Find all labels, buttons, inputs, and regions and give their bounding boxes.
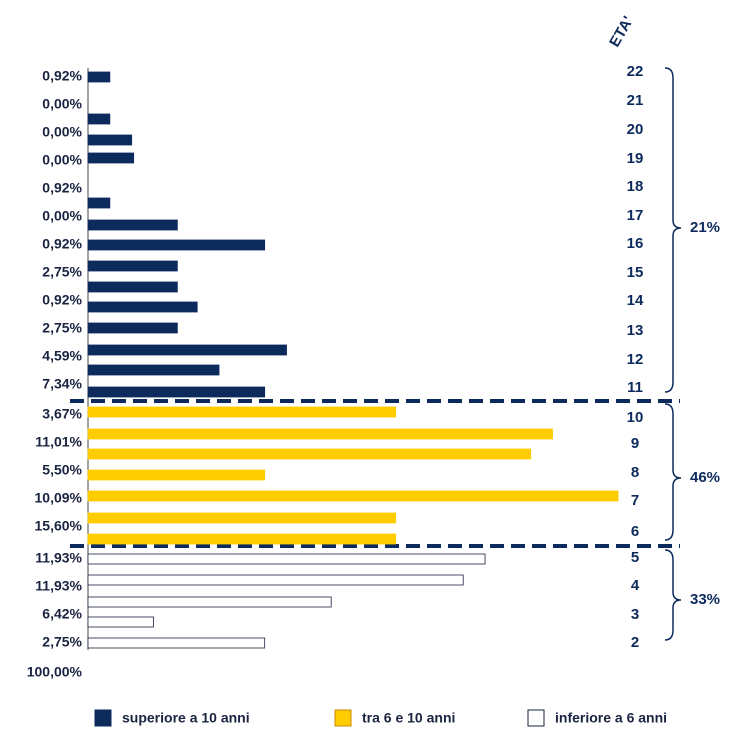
row-label: 6,42% <box>42 606 82 622</box>
bar <box>87 616 154 628</box>
row-label: 0,00% <box>42 208 82 224</box>
age-label: 8 <box>631 464 639 481</box>
age-label: 6 <box>631 523 639 540</box>
row-label: 4,59% <box>42 348 82 364</box>
row-label: 2,75% <box>42 320 82 336</box>
bar <box>87 322 178 334</box>
bar <box>87 490 619 502</box>
bar <box>87 281 178 293</box>
row-label: 100,00% <box>27 664 83 680</box>
bar <box>87 533 397 545</box>
bar <box>87 219 178 231</box>
row-label: 0,92% <box>42 68 82 84</box>
row-label: 5,50% <box>42 462 82 478</box>
chart-title: ETA' <box>606 13 637 50</box>
row-label: 0,92% <box>42 180 82 196</box>
age-label: 22 <box>627 63 644 80</box>
legend-swatch <box>94 709 112 727</box>
bar <box>87 344 287 356</box>
bar <box>87 152 135 164</box>
bracket <box>664 403 682 541</box>
age-label: 12 <box>627 351 644 368</box>
bracket <box>664 67 682 393</box>
row-label: 0,00% <box>42 124 82 140</box>
row-label: 11,93% <box>35 550 82 566</box>
bar <box>87 596 332 608</box>
bar <box>87 301 198 313</box>
row-label: 10,09% <box>35 490 83 506</box>
age-label: 21 <box>627 92 644 109</box>
bar <box>87 406 397 418</box>
row-label: 11,01% <box>35 434 82 450</box>
bar <box>87 197 111 209</box>
age-label: 13 <box>627 322 644 339</box>
bar <box>87 364 220 376</box>
row-label: 0,00% <box>42 96 82 112</box>
bar <box>87 71 111 83</box>
age-label: 14 <box>627 292 644 309</box>
age-label: 16 <box>627 235 644 252</box>
legend-label: superiore a 10 anni <box>122 710 250 726</box>
legend-label: tra 6 e 10 anni <box>362 710 455 726</box>
row-label: 11,93% <box>35 578 82 594</box>
bar <box>87 574 464 586</box>
age-label: 20 <box>627 121 644 138</box>
bar <box>87 448 532 460</box>
row-label: 2,75% <box>42 634 82 650</box>
age-label: 19 <box>627 150 644 167</box>
row-label: 15,60% <box>35 518 83 534</box>
group-share: 46% <box>690 469 720 486</box>
age-label: 18 <box>627 178 644 195</box>
bar <box>87 113 111 125</box>
bar <box>87 134 133 146</box>
legend-swatch <box>334 709 352 727</box>
age-label: 10 <box>627 409 644 426</box>
age-label: 2 <box>631 634 639 651</box>
bracket <box>664 549 682 641</box>
bar <box>87 386 266 398</box>
bar <box>87 553 486 565</box>
row-label: 3,67% <box>42 406 82 422</box>
bar <box>87 428 553 440</box>
legend-swatch <box>527 709 545 727</box>
age-label: 15 <box>627 264 644 281</box>
group-share: 33% <box>690 591 720 608</box>
age-label: 4 <box>631 577 640 594</box>
row-label: 0,92% <box>42 236 82 252</box>
age-label: 9 <box>631 435 639 452</box>
bar <box>87 260 178 272</box>
age-label: 11 <box>627 379 643 396</box>
bar <box>87 469 266 481</box>
age-label: 5 <box>631 549 639 566</box>
bar <box>87 637 266 649</box>
row-label: 0,92% <box>42 292 82 308</box>
row-label: 0,00% <box>42 152 82 168</box>
bar <box>87 239 266 251</box>
bar <box>87 512 397 524</box>
age-label: 7 <box>631 492 639 509</box>
age-label: 17 <box>627 207 644 224</box>
row-label: 2,75% <box>42 264 82 280</box>
legend-label: inferiore a 6 anni <box>555 710 667 726</box>
group-share: 21% <box>690 219 720 236</box>
row-label: 7,34% <box>42 376 82 392</box>
age-label: 3 <box>631 606 639 623</box>
